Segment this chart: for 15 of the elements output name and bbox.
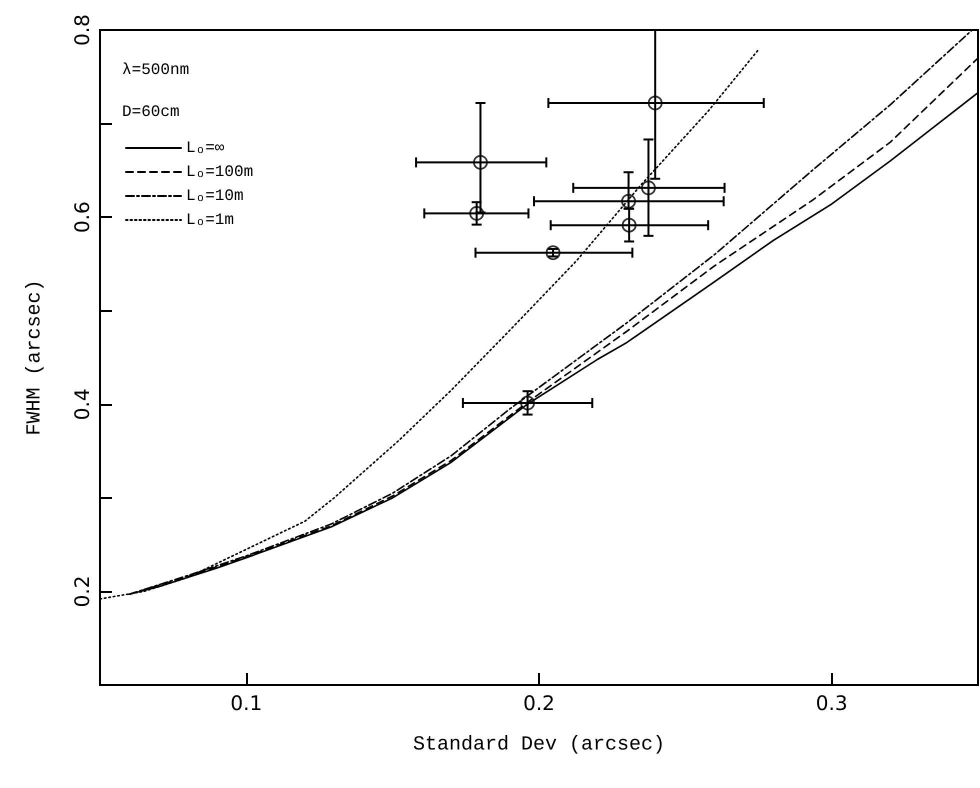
legend-label: Lₒ=10m	[186, 187, 244, 205]
legend-label: Lₒ=∞	[186, 139, 225, 157]
y-tick-label: 0.4	[70, 388, 94, 420]
legend-label: Lₒ=1m	[186, 211, 234, 229]
y-tick-label: 0.2	[70, 576, 94, 608]
y-tick-label: 0.6	[70, 201, 94, 234]
legend-label: Lₒ=100m	[186, 163, 254, 181]
x-axis-title: Standard Dev (arcsec)	[412, 734, 666, 756]
y-tick-label: 0.8	[70, 14, 94, 46]
x-tick-label: 0.1	[230, 691, 262, 715]
annotation: λ=500nm	[122, 61, 190, 79]
x-tick-label: 0.2	[523, 691, 555, 715]
x-tick-label: 0.3	[816, 691, 848, 715]
y-axis-title: FWHM (arcsec)	[24, 279, 46, 436]
annotation: D=60cm	[122, 103, 180, 121]
